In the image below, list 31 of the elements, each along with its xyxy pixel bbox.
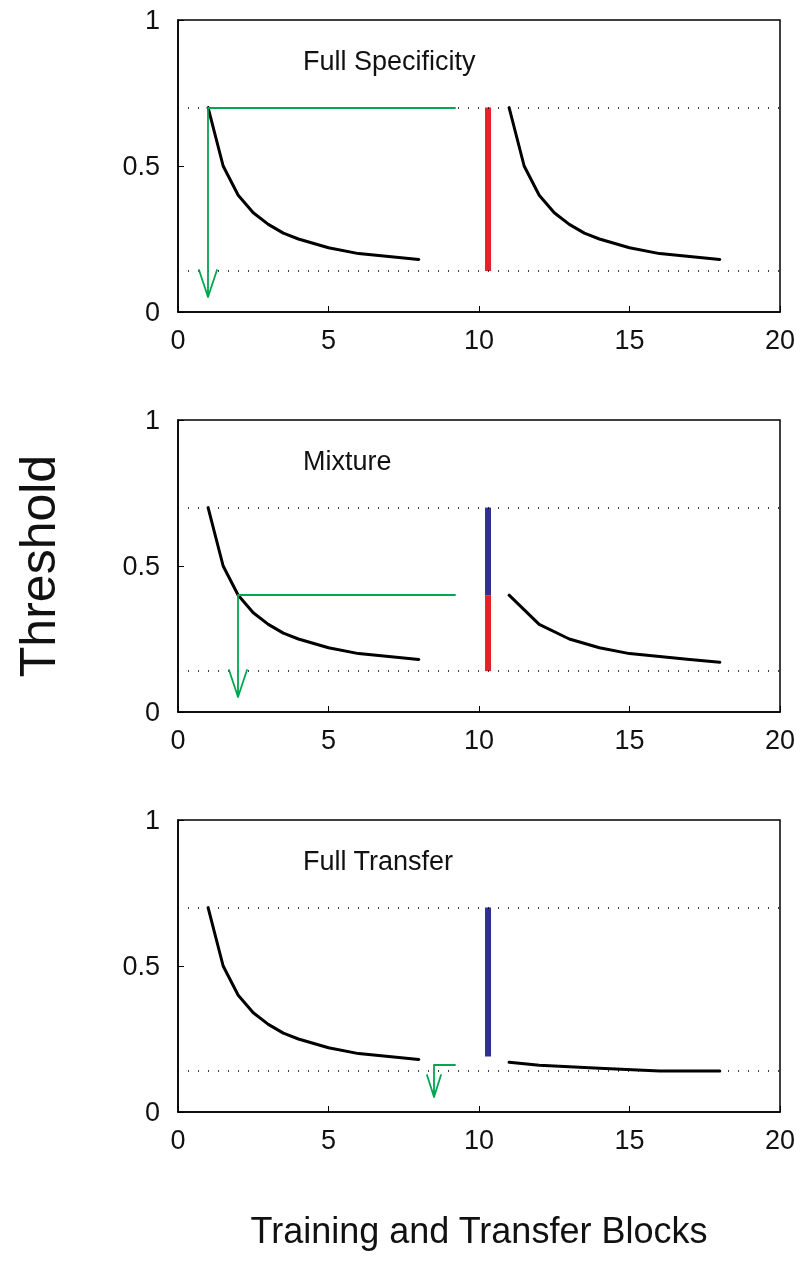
y-tick-label: 0.5 (122, 951, 160, 981)
x-axis-title: Training and Transfer Blocks (250, 1209, 708, 1251)
x-tick-label: 5 (320, 724, 337, 755)
x-tick-label: 5 (320, 1124, 337, 1155)
x-tick-label: 0 (170, 1124, 186, 1155)
x-tick-label: 10 (463, 1124, 495, 1155)
y-tick-label: 0 (144, 297, 160, 327)
x-tick-label: 20 (764, 724, 796, 755)
y-tick-label: 1 (144, 5, 160, 35)
y-tick-label: 1 (144, 405, 160, 435)
y-tick-label: 1 (144, 805, 160, 835)
y-tick-label: 0 (144, 697, 160, 727)
x-tick-label: 15 (614, 324, 645, 355)
x-tick-label: 5 (320, 324, 337, 355)
line-series (507, 593, 722, 664)
x-tick-label: 20 (764, 1124, 796, 1155)
text: Full Transfer (303, 845, 454, 876)
x-tick-label: 0 (170, 724, 186, 755)
x-tick-label: 10 (463, 324, 495, 355)
y-tick-label: 0.5 (122, 151, 160, 181)
x-tick-label: 0 (170, 324, 186, 355)
text: Full Specificity (303, 45, 477, 76)
line-series (206, 106, 421, 261)
x-tick-label: 15 (614, 724, 645, 755)
x-tick-label: 20 (764, 324, 796, 355)
x-tick-label: 10 (463, 724, 495, 755)
text: Mixture (303, 445, 392, 476)
y-tick-label: 0 (144, 1097, 160, 1127)
x-tick-label: 15 (614, 1124, 645, 1155)
y-tick-label: 0.5 (122, 551, 160, 581)
y-axis-title: Threshold (10, 454, 66, 678)
